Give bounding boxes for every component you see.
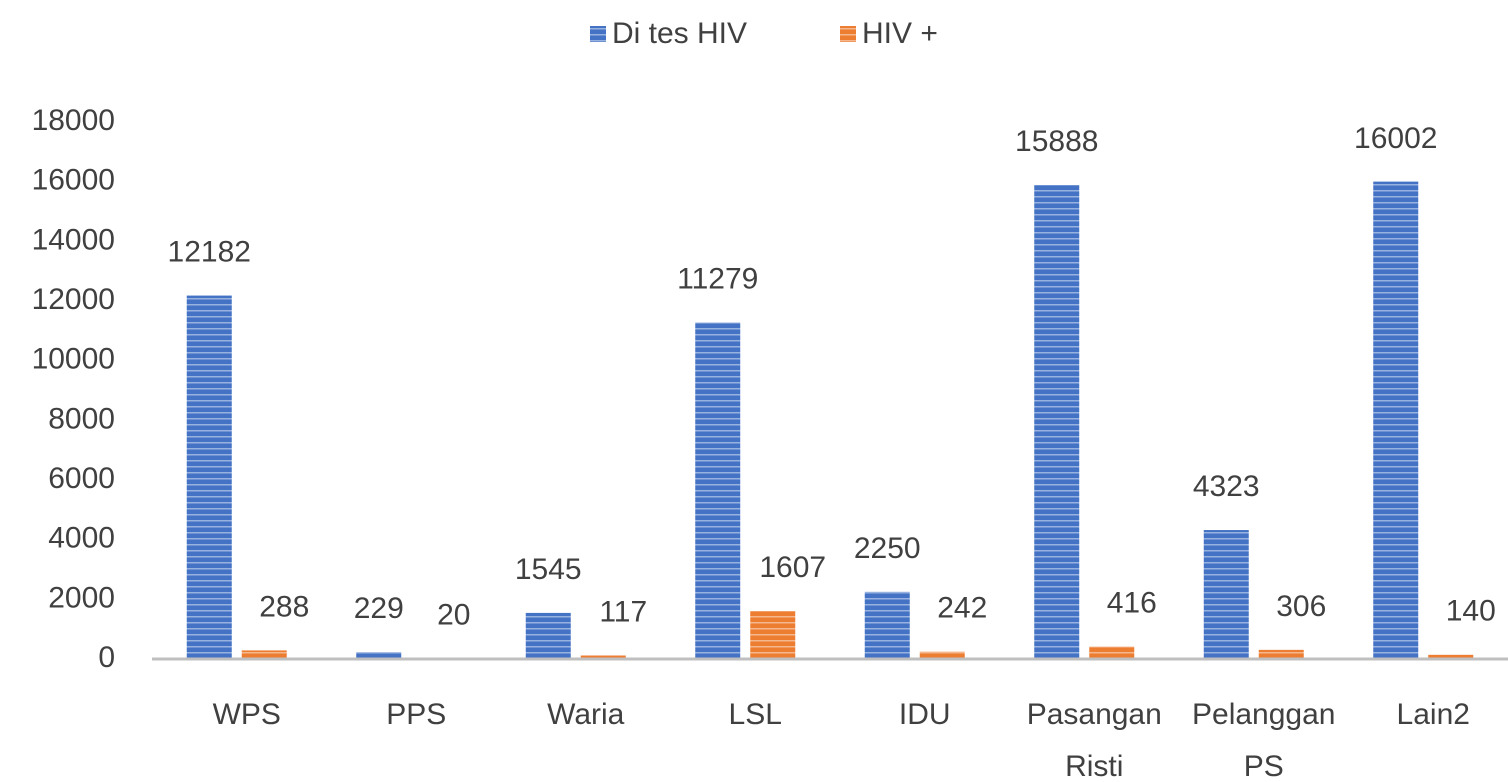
data-label: 117 [599, 595, 647, 628]
bar [525, 612, 571, 659]
data-label: 16002 [1354, 122, 1437, 155]
bar [695, 322, 741, 659]
bar [186, 295, 232, 659]
x-tick-label: Waria [547, 698, 625, 731]
legend-swatch [840, 26, 856, 42]
y-tick-label: 18000 [32, 104, 115, 137]
bar [1373, 181, 1419, 659]
x-tick-label: IDU [899, 698, 951, 731]
data-label: 1607 [759, 551, 826, 584]
data-label: 288 [259, 590, 309, 623]
x-tick-label: Pelanggan PS [1192, 698, 1335, 782]
x-tick-label: WPS [213, 698, 281, 731]
data-label: 2250 [854, 532, 921, 565]
bar [1089, 646, 1135, 659]
bar [750, 611, 796, 659]
data-label: 1545 [515, 553, 582, 586]
legend-swatch [590, 26, 606, 42]
data-label: 20 [437, 598, 470, 631]
data-label: 306 [1276, 590, 1326, 623]
data-label: 4323 [1193, 470, 1260, 503]
bar [241, 650, 287, 659]
x-tick-label: Lain2 [1397, 698, 1470, 731]
y-tick-label: 12000 [32, 283, 115, 316]
data-label: 15888 [1015, 125, 1098, 158]
bar [1034, 185, 1080, 659]
y-tick-label: 4000 [48, 522, 115, 555]
y-tick-label: 8000 [48, 402, 115, 435]
bar [356, 652, 402, 659]
data-label: 140 [1446, 595, 1496, 628]
data-label: 229 [354, 592, 404, 625]
bar [1428, 654, 1474, 659]
y-tick-label: 6000 [48, 462, 115, 495]
bar [1258, 649, 1304, 659]
y-tick-label: 2000 [48, 581, 115, 614]
data-label: 242 [937, 592, 987, 625]
data-label: 12182 [168, 235, 251, 268]
x-tick-label: LSL [729, 698, 782, 731]
data-label: 11279 [677, 262, 758, 295]
bar [580, 655, 626, 659]
legend-label: HIV + [862, 17, 938, 50]
bar [919, 651, 965, 659]
bar [1203, 530, 1249, 659]
y-tick-label: 14000 [32, 223, 115, 256]
y-tick-label: 16000 [32, 164, 115, 197]
legend-label: Di tes HIV [612, 17, 747, 50]
data-label: 416 [1107, 587, 1157, 620]
x-tick-label: Pasangan Risti [1027, 698, 1162, 782]
bar [864, 591, 910, 659]
y-tick-label: 10000 [32, 343, 115, 376]
y-tick-label: 0 [98, 641, 115, 674]
x-tick-label: PPS [386, 698, 446, 731]
